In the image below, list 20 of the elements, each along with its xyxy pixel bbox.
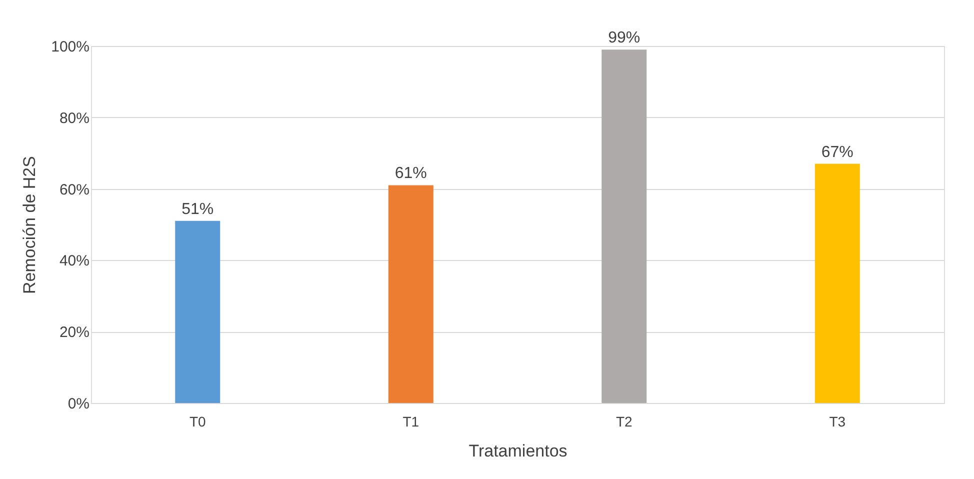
y-tick-label: 0% <box>68 396 90 412</box>
y-tick-label: 20% <box>59 324 90 342</box>
x-axis-title: Tratamientos <box>468 442 568 460</box>
data-label: 51% <box>182 200 214 218</box>
y-tick-label: 80% <box>59 110 90 127</box>
bar <box>175 220 220 403</box>
bar <box>814 164 860 403</box>
y-axis-title: Remoción de H2S <box>20 156 40 294</box>
x-tick-label: T3 <box>829 414 846 430</box>
y-tick-label: 100% <box>51 38 90 56</box>
x-tick-label: T0 <box>189 414 206 430</box>
data-label: 67% <box>821 144 854 161</box>
y-tick-label: 60% <box>59 181 90 198</box>
x-tick-label: T2 <box>616 414 633 430</box>
bar <box>602 50 647 403</box>
data-label: 61% <box>394 165 427 182</box>
bar <box>388 185 434 403</box>
x-tick-label: T1 <box>402 414 420 430</box>
y-tick-label: 40% <box>59 252 90 270</box>
data-label: 99% <box>608 30 640 47</box>
